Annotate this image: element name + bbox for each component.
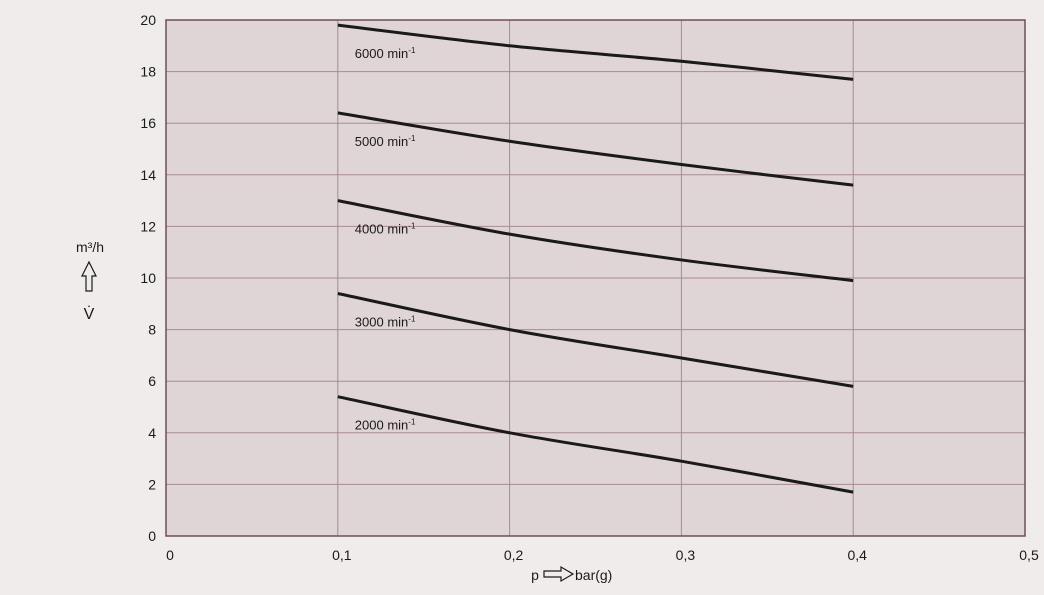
- x-tick-label: 0,4: [847, 547, 867, 563]
- arrow-right-icon: [543, 565, 575, 583]
- x-tick-label: 0,5: [1019, 547, 1039, 563]
- plot-frame: [165, 19, 1026, 537]
- x-axis-symbol: p: [531, 567, 539, 583]
- x-tick-label: 0: [166, 547, 174, 563]
- series-line: [337, 23, 854, 81]
- series-label: 5000 min-1: [355, 134, 416, 149]
- y-tick-label: 14: [140, 167, 156, 183]
- y-tick-label: 8: [148, 322, 156, 338]
- x-axis-ticks: 0 0,1 0,2 0,3 0,4 0,5: [166, 547, 1039, 563]
- y-axis-symbol: V̇: [84, 305, 95, 323]
- y-tick-label: 2: [148, 476, 156, 492]
- y-tick-label: 16: [140, 115, 156, 131]
- series-labels: 6000 min-1 5000 min-1 4000 min-1 3000 min-1…: [355, 46, 416, 433]
- series-label: 4000 min-1: [355, 222, 416, 237]
- x-tick-label: 0,1: [332, 547, 352, 563]
- y-tick-label: 12: [140, 218, 156, 234]
- y-tick-label: 10: [140, 270, 156, 286]
- y-tick-label: 18: [140, 64, 156, 80]
- arrow-up-icon: [81, 260, 97, 292]
- x-axis-unit: bar(g): [575, 567, 612, 583]
- y-tick-label: 20: [140, 12, 156, 28]
- series-line: [337, 395, 854, 494]
- series-lines: [337, 23, 854, 494]
- x-axis-label: p bar(g): [531, 565, 612, 583]
- x-tick-label: 0,2: [504, 547, 524, 563]
- series-line: [337, 111, 854, 187]
- y-tick-label: 0: [148, 528, 156, 544]
- x-tick-label: 0,3: [676, 547, 696, 563]
- y-axis-unit: m³/h: [76, 239, 104, 255]
- series-label: 2000 min-1: [355, 418, 416, 433]
- series-label: 6000 min-1: [355, 46, 416, 61]
- y-tick-label: 4: [148, 425, 156, 441]
- series-line: [337, 199, 854, 283]
- y-tick-label: 6: [148, 373, 156, 389]
- y-axis-ticks: 0 2 4 6 8 10 12 14 16 18 20: [140, 12, 156, 544]
- y-axis-label: m³/h V̇: [76, 239, 104, 323]
- series-label: 3000 min-1: [355, 314, 416, 329]
- grid: [166, 20, 1025, 536]
- series-line: [337, 292, 854, 388]
